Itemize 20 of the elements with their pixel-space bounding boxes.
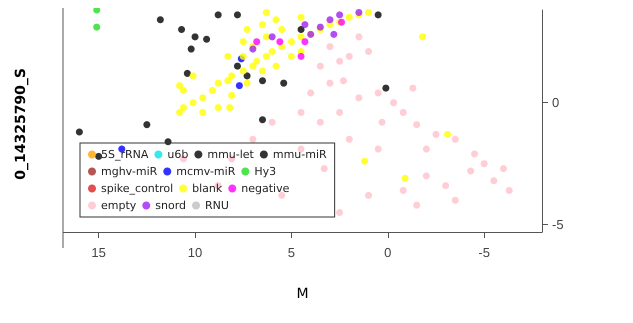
x-tick-label: 5 xyxy=(288,245,296,260)
legend-label: snord xyxy=(155,199,186,212)
legend-label: mmu-let xyxy=(207,148,255,161)
legend-label: blank xyxy=(192,182,223,195)
x-tick-label: 10 xyxy=(188,245,202,260)
x-axis-title: M xyxy=(296,286,309,302)
x-tick-label: 15 xyxy=(91,245,106,260)
legend-label: mmu-miR xyxy=(272,148,328,161)
legend-label: empty xyxy=(101,199,137,212)
x-tick-label: -5 xyxy=(478,245,490,260)
legend-label: mghv-miR xyxy=(101,165,158,178)
legend-label: mcmv-miR xyxy=(176,165,236,178)
legend-label: RNU xyxy=(205,199,229,212)
legend-label: u6b xyxy=(167,148,188,161)
legend-label: negative xyxy=(241,182,290,195)
legend-label: Hy3 xyxy=(254,165,276,178)
y-axis-title: 0_14325790_S xyxy=(13,68,29,180)
x-tick-label: 0 xyxy=(384,245,392,260)
legend-label: spike_control xyxy=(101,182,174,195)
legend-label: 5S_rRNA xyxy=(101,148,149,161)
